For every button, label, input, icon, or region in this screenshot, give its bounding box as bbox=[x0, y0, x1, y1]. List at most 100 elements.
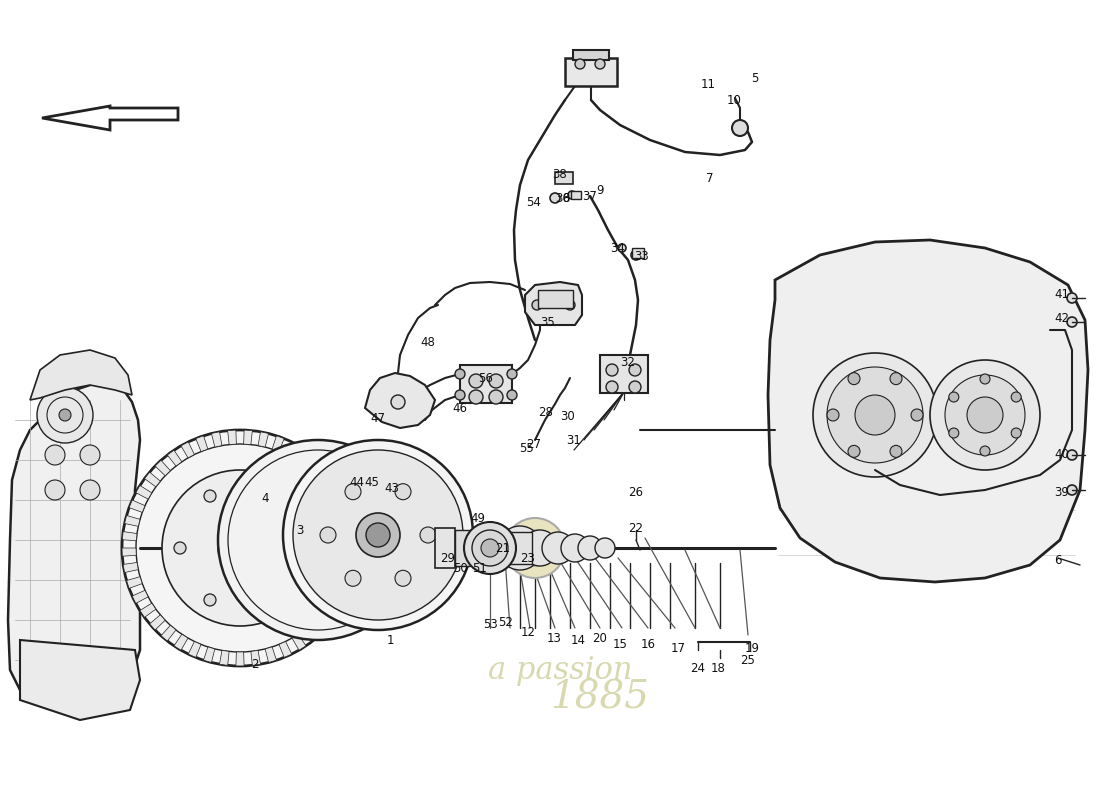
Polygon shape bbox=[182, 442, 195, 458]
Text: 27: 27 bbox=[527, 438, 541, 450]
Circle shape bbox=[565, 300, 575, 310]
Text: 12: 12 bbox=[520, 626, 536, 638]
Polygon shape bbox=[126, 577, 142, 588]
Polygon shape bbox=[315, 615, 330, 630]
Polygon shape bbox=[135, 486, 152, 499]
Circle shape bbox=[472, 530, 508, 566]
Text: 43: 43 bbox=[385, 482, 399, 494]
Circle shape bbox=[848, 446, 860, 458]
Polygon shape bbox=[286, 442, 299, 458]
Circle shape bbox=[80, 480, 100, 500]
Polygon shape bbox=[196, 436, 208, 451]
Text: 51: 51 bbox=[473, 562, 487, 574]
Text: 2: 2 bbox=[251, 658, 258, 671]
Polygon shape bbox=[140, 603, 156, 618]
Circle shape bbox=[606, 381, 618, 393]
Circle shape bbox=[174, 542, 186, 554]
Polygon shape bbox=[279, 642, 292, 658]
Text: 26: 26 bbox=[628, 486, 643, 498]
Circle shape bbox=[1011, 428, 1021, 438]
Circle shape bbox=[296, 518, 340, 562]
Polygon shape bbox=[188, 642, 201, 658]
Text: 39: 39 bbox=[1055, 486, 1069, 498]
Circle shape bbox=[80, 445, 100, 465]
Circle shape bbox=[827, 367, 923, 463]
Polygon shape bbox=[228, 430, 236, 445]
Bar bbox=[556, 172, 573, 184]
Polygon shape bbox=[265, 647, 276, 662]
Polygon shape bbox=[343, 548, 358, 556]
Bar bbox=[510, 532, 532, 564]
Circle shape bbox=[732, 120, 748, 136]
Text: 46: 46 bbox=[452, 402, 468, 414]
Bar bbox=[538, 290, 573, 308]
Polygon shape bbox=[211, 432, 222, 447]
Polygon shape bbox=[124, 515, 140, 526]
Text: 21: 21 bbox=[495, 542, 510, 554]
Circle shape bbox=[1067, 450, 1077, 460]
Text: 6: 6 bbox=[1054, 554, 1062, 566]
Text: 55: 55 bbox=[519, 442, 535, 454]
Text: 56: 56 bbox=[478, 371, 494, 385]
Polygon shape bbox=[340, 515, 355, 526]
Circle shape bbox=[505, 518, 565, 578]
Polygon shape bbox=[365, 373, 435, 428]
Text: 49: 49 bbox=[471, 511, 485, 525]
Circle shape bbox=[1067, 485, 1077, 495]
Polygon shape bbox=[132, 590, 148, 603]
Circle shape bbox=[490, 390, 503, 404]
Polygon shape bbox=[332, 590, 348, 603]
Polygon shape bbox=[298, 450, 312, 466]
Circle shape bbox=[45, 480, 65, 500]
Circle shape bbox=[320, 527, 336, 543]
Circle shape bbox=[629, 381, 641, 393]
Circle shape bbox=[578, 536, 602, 560]
Text: 33: 33 bbox=[635, 250, 649, 262]
Circle shape bbox=[1011, 392, 1021, 402]
Circle shape bbox=[455, 390, 465, 400]
Circle shape bbox=[561, 534, 588, 562]
Circle shape bbox=[37, 387, 94, 443]
Circle shape bbox=[498, 526, 542, 570]
Text: 1885: 1885 bbox=[550, 679, 649, 717]
Circle shape bbox=[550, 193, 560, 203]
Text: 5: 5 bbox=[751, 71, 759, 85]
Text: 8: 8 bbox=[562, 191, 570, 205]
Polygon shape bbox=[174, 634, 188, 650]
Text: 34: 34 bbox=[610, 242, 626, 254]
Text: 40: 40 bbox=[1055, 449, 1069, 462]
Polygon shape bbox=[525, 282, 582, 325]
Circle shape bbox=[345, 484, 361, 500]
Text: 30: 30 bbox=[561, 410, 575, 422]
Text: 1: 1 bbox=[386, 634, 394, 646]
Circle shape bbox=[293, 450, 463, 620]
Circle shape bbox=[967, 397, 1003, 433]
Text: 44: 44 bbox=[350, 475, 364, 489]
Polygon shape bbox=[155, 460, 170, 476]
Circle shape bbox=[345, 570, 361, 586]
Polygon shape bbox=[42, 106, 178, 130]
Polygon shape bbox=[338, 577, 353, 588]
Circle shape bbox=[481, 539, 499, 557]
Text: 52: 52 bbox=[498, 615, 514, 629]
Circle shape bbox=[542, 532, 574, 564]
Circle shape bbox=[490, 374, 503, 388]
Polygon shape bbox=[122, 548, 136, 556]
Circle shape bbox=[911, 409, 923, 421]
Circle shape bbox=[306, 528, 330, 552]
Circle shape bbox=[532, 300, 542, 310]
Polygon shape bbox=[328, 486, 344, 499]
Circle shape bbox=[218, 440, 418, 640]
Polygon shape bbox=[768, 240, 1088, 582]
Circle shape bbox=[618, 244, 626, 252]
Circle shape bbox=[980, 374, 990, 384]
Polygon shape bbox=[320, 472, 336, 487]
Circle shape bbox=[420, 527, 436, 543]
Text: 15: 15 bbox=[613, 638, 627, 650]
Polygon shape bbox=[150, 615, 165, 630]
Text: 20: 20 bbox=[593, 631, 607, 645]
Circle shape bbox=[395, 570, 411, 586]
Circle shape bbox=[827, 409, 839, 421]
Text: 47: 47 bbox=[371, 411, 385, 425]
Circle shape bbox=[813, 353, 937, 477]
